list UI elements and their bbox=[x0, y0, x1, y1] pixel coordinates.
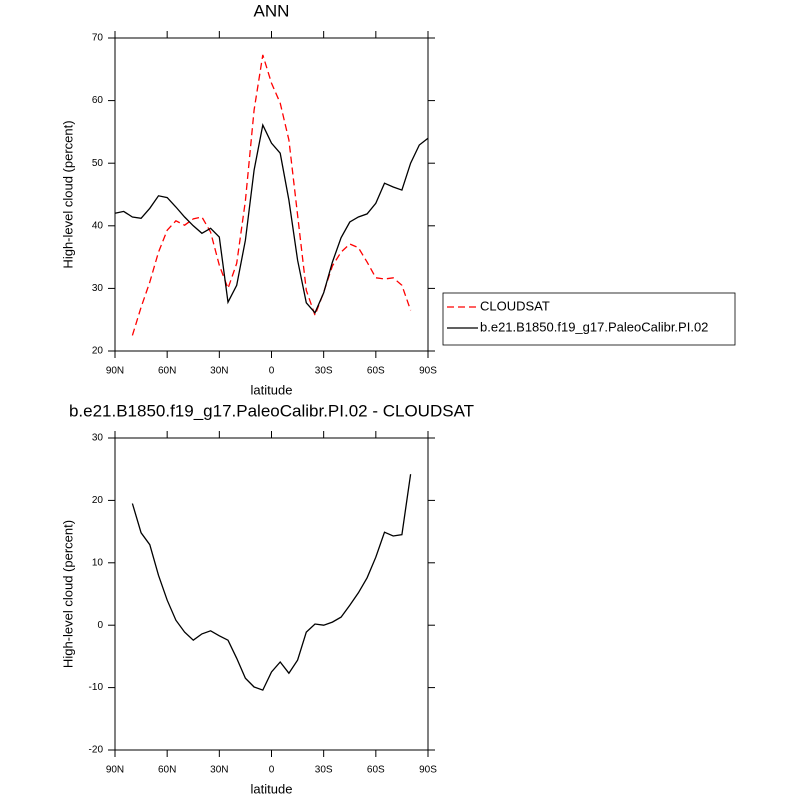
x-axis-title: latitude bbox=[251, 781, 293, 796]
x-tick-label: 30S bbox=[315, 765, 333, 776]
x-tick-label: 30N bbox=[210, 765, 228, 776]
y-tick-label: 10 bbox=[92, 557, 104, 568]
x-tick-label: 90S bbox=[419, 366, 437, 377]
plot-frame bbox=[114, 437, 429, 751]
legend-box bbox=[442, 292, 736, 346]
x-tick-label: 30S bbox=[315, 366, 333, 377]
x-tick-label: 90N bbox=[106, 366, 124, 377]
x-tick-label: 90N bbox=[106, 765, 124, 776]
y-tick-label: 20 bbox=[92, 495, 104, 506]
y-tick-label: 40 bbox=[92, 220, 104, 231]
y-tick-label: 30 bbox=[92, 283, 104, 294]
data-line bbox=[114, 122, 429, 315]
y-tick-label: 20 bbox=[92, 346, 104, 357]
y-axis-title: High-level cloud (percent) bbox=[60, 120, 75, 268]
plot-frame bbox=[114, 37, 429, 352]
legend-label: CLOUDSAT bbox=[480, 298, 550, 313]
y-tick-label: 30 bbox=[92, 433, 104, 444]
y-tick-label: 0 bbox=[97, 620, 103, 631]
y-tick-label: -20 bbox=[89, 745, 104, 756]
chart-title: ANN bbox=[254, 1, 290, 20]
x-tick-label: 60S bbox=[367, 765, 385, 776]
chart-title: b.e21.B1850.f19_g17.PaleoCalibr.PI.02 - … bbox=[69, 401, 474, 420]
data-line bbox=[131, 474, 412, 691]
y-axis-title: High-level cloud (percent) bbox=[60, 520, 75, 668]
x-tick-label: 0 bbox=[269, 366, 275, 377]
x-tick-label: 0 bbox=[269, 765, 275, 776]
data-line bbox=[131, 54, 412, 336]
y-tick-label: -10 bbox=[89, 682, 104, 693]
legend-label: b.e21.B1850.f19_g17.PaleoCalibr.PI.02 bbox=[480, 319, 708, 334]
y-tick-label: 70 bbox=[92, 33, 104, 44]
x-axis-title: latitude bbox=[251, 382, 293, 397]
x-tick-label: 60S bbox=[367, 366, 385, 377]
x-tick-label: 60N bbox=[158, 366, 176, 377]
y-tick-label: 60 bbox=[92, 95, 104, 106]
y-tick-label: 50 bbox=[92, 158, 104, 169]
x-tick-label: 60N bbox=[158, 765, 176, 776]
x-tick-label: 90S bbox=[419, 765, 437, 776]
x-tick-label: 30N bbox=[210, 366, 228, 377]
